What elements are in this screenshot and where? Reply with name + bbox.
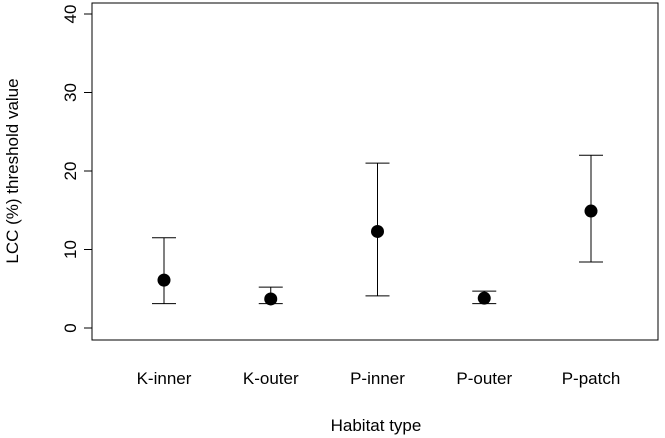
- y-tick-label: 40: [61, 5, 80, 24]
- y-tick-label: 10: [61, 240, 80, 259]
- y-tick-label: 20: [61, 162, 80, 181]
- point-k-inner: [157, 273, 171, 287]
- point-p-outer: [477, 291, 491, 305]
- x-tick-label-k-inner: K-inner: [137, 369, 192, 388]
- plot-frame: [91, 2, 659, 341]
- point-k-outer: [264, 292, 278, 306]
- y-axis: 0 10 20 30 40: [61, 5, 93, 333]
- point-p-patch: [584, 204, 598, 218]
- x-axis-label: Habitat type: [331, 416, 422, 435]
- y-tick-label: 30: [61, 83, 80, 102]
- x-tick-label-k-outer: K-outer: [243, 369, 299, 388]
- point-p-inner: [371, 224, 384, 238]
- y-tick-label: 0: [61, 323, 80, 332]
- x-tick-label-p-patch: P-patch: [562, 369, 621, 388]
- data-points: [157, 204, 598, 306]
- x-tick-label-p-outer: P-outer: [456, 369, 512, 388]
- x-tick-label-p-inner: P-inner: [350, 369, 405, 388]
- y-axis-label: LCC (%) threshold value: [3, 78, 22, 263]
- x-tick-labels: K-inner K-outer P-inner P-outer P-patch: [137, 369, 621, 388]
